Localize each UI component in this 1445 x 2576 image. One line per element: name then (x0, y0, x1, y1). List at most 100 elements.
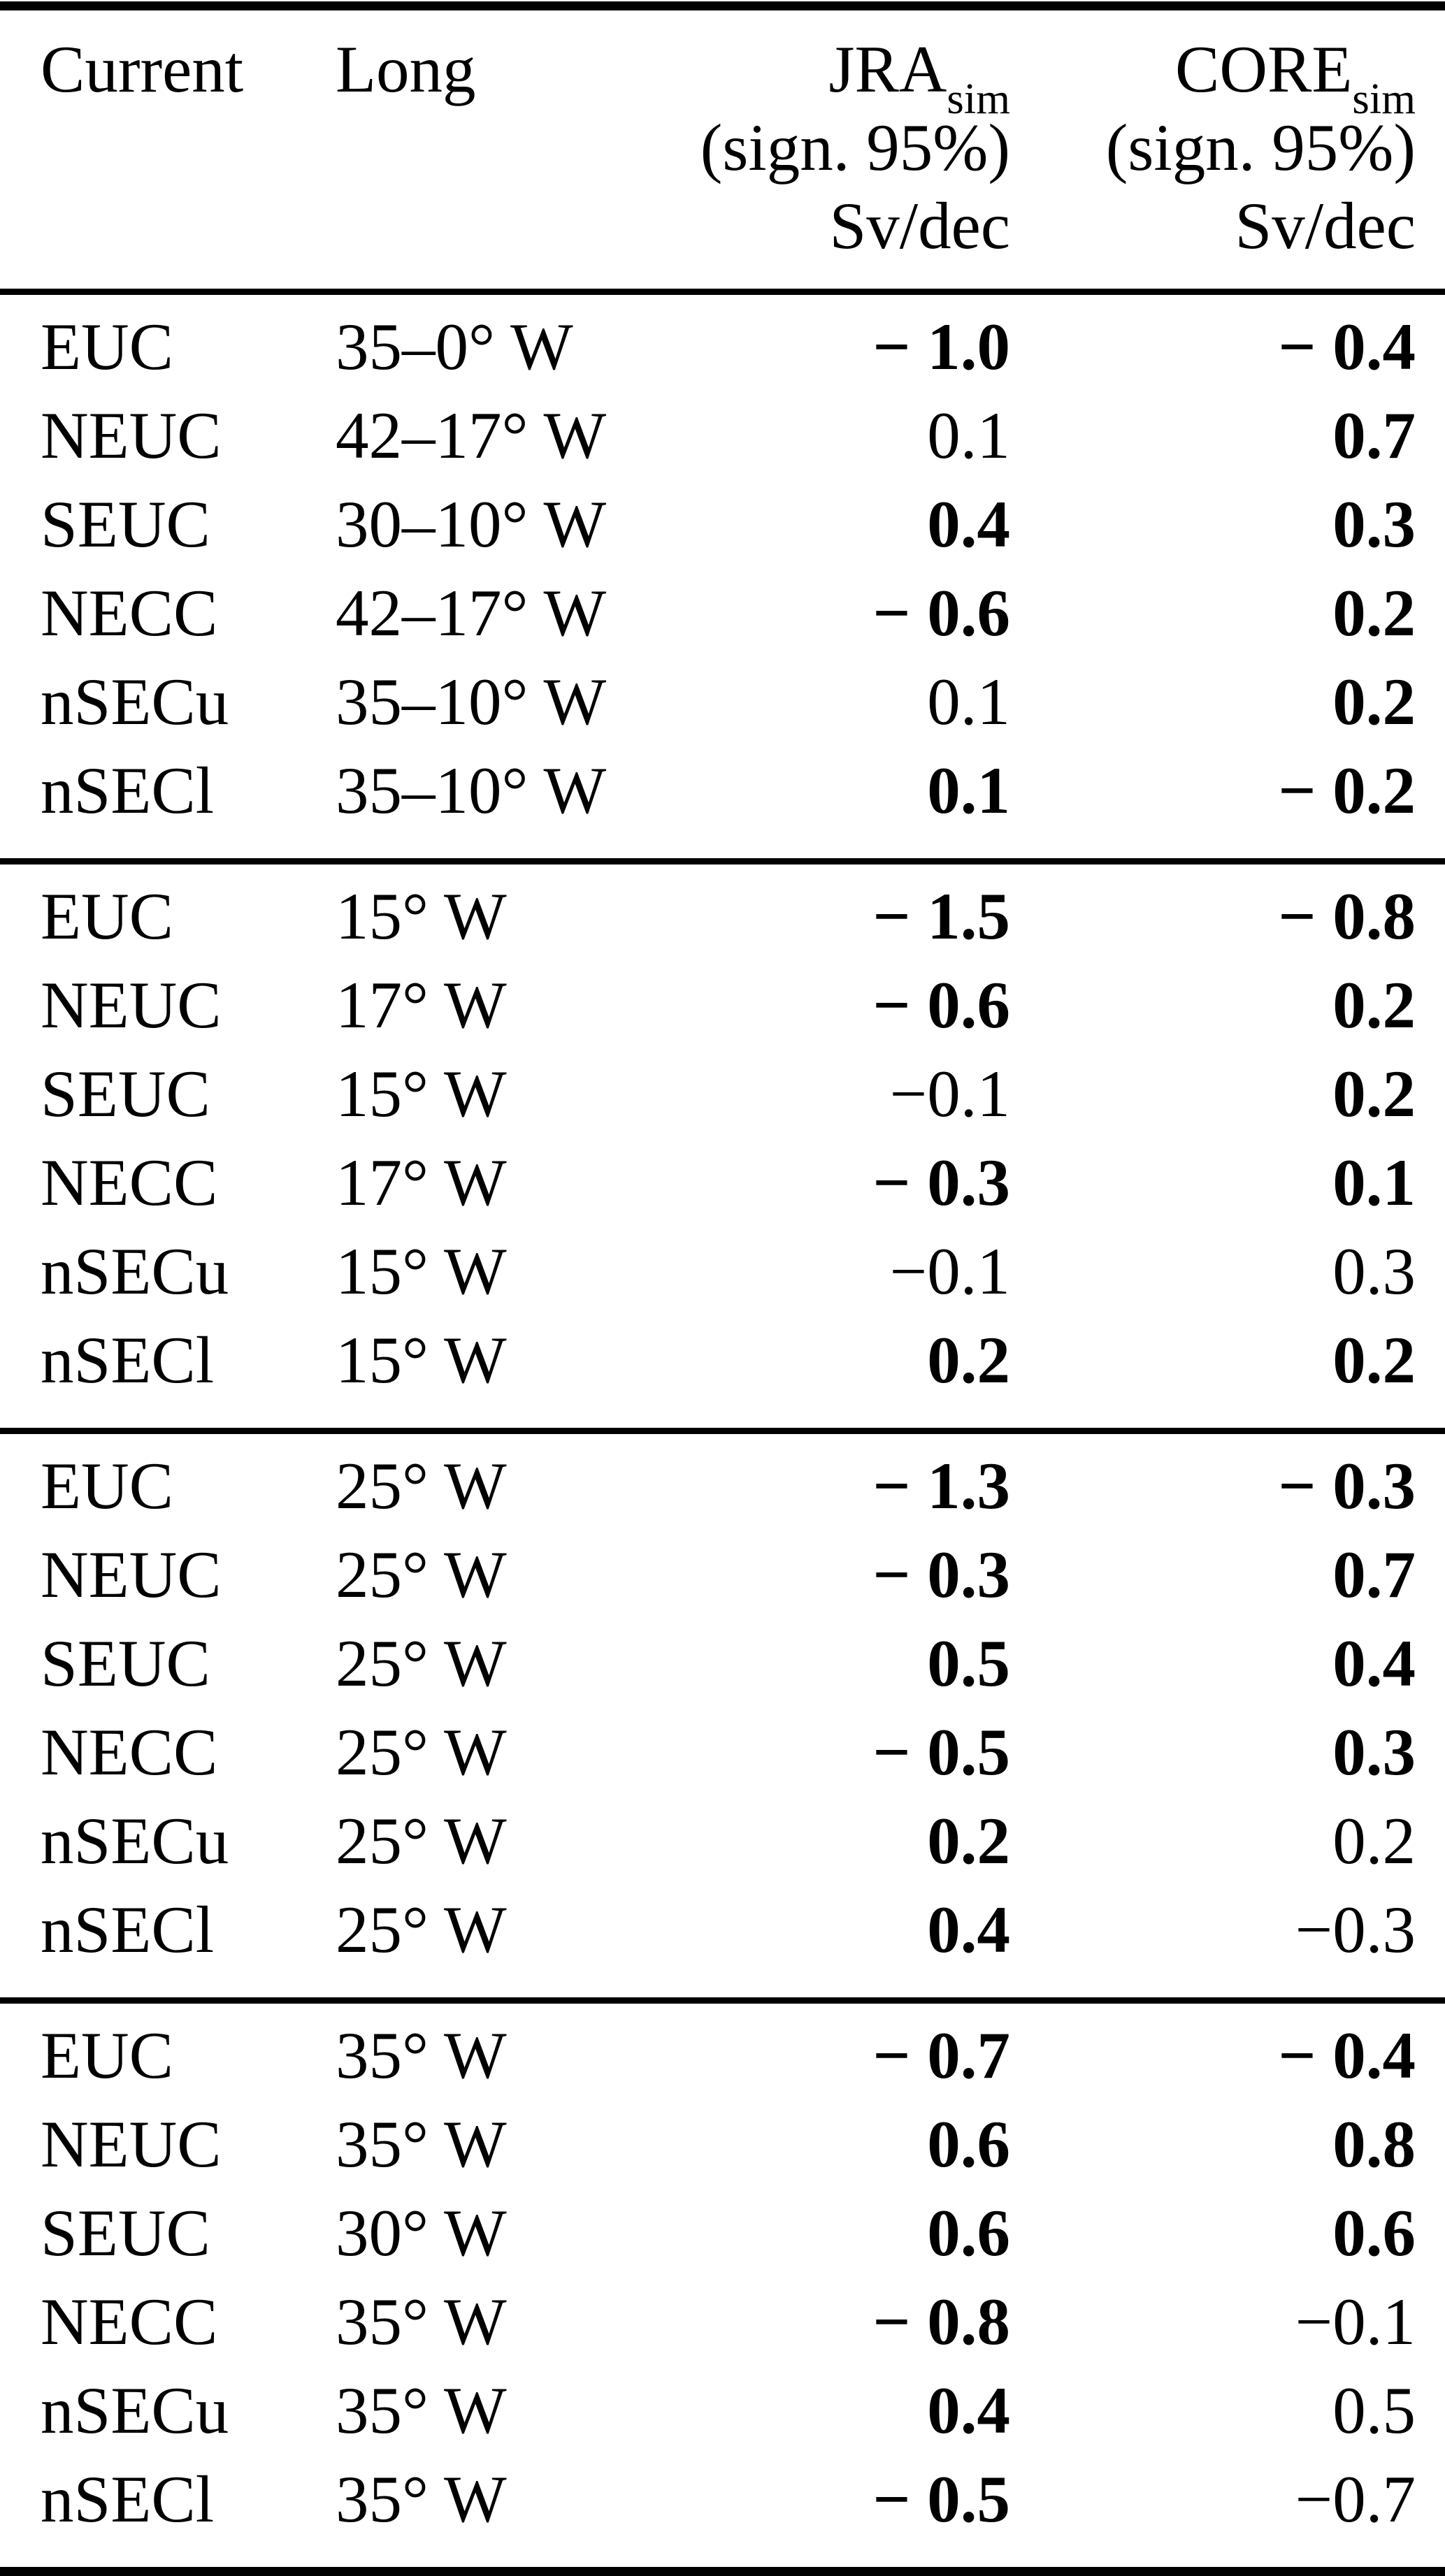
cell-core: 0.7 (1332, 1537, 1416, 1612)
cell-long: 25° W (336, 1626, 507, 1700)
cell-current: nSECu (41, 1234, 229, 1308)
table-row: nSECl 35–10° W 0.1 − 0.2 (0, 746, 1445, 862)
table-row: nSECl 15° W 0.2 0.2 (0, 1316, 1445, 1431)
cell-long: 15° W (336, 1323, 507, 1397)
cell-core: 0.5 (1332, 2373, 1416, 2447)
col-header-jra-significance: (sign. 95%) (700, 110, 1010, 184)
col-header-core-significance: (sign. 95%) (1105, 110, 1416, 184)
cell-jra: 0.2 (927, 1323, 1010, 1397)
table-row: NECC 25° W − 0.5 0.3 (0, 1708, 1445, 1797)
cell-core: 0.3 (1332, 1234, 1416, 1308)
cell-core: 0.2 (1332, 1057, 1416, 1131)
cell-current: NECC (41, 1145, 218, 1220)
col-header-jra: JRAsim (sign. 95%) Sv/dec (671, 6, 1021, 295)
cell-core: − 0.4 (1278, 310, 1416, 384)
cell-jra: − 1.0 (872, 310, 1010, 384)
cell-long: 25° W (336, 1715, 507, 1789)
cell-long: 25° W (336, 1537, 507, 1612)
cell-jra: − 0.5 (872, 1715, 1010, 1789)
cell-jra: 0.1 (927, 753, 1010, 827)
cell-long: 15° W (336, 879, 507, 953)
cell-core: 0.1 (1332, 1145, 1416, 1220)
cell-long: 35° W (336, 2107, 507, 2181)
cell-long: 17° W (336, 968, 507, 1042)
cell-core: 0.2 (1332, 1323, 1416, 1397)
cell-current: NEUC (41, 398, 222, 472)
cell-current: SEUC (41, 2196, 210, 2270)
table-row: NEUC 35° W 0.6 0.8 (0, 2100, 1445, 2189)
cell-jra: − 0.8 (872, 2285, 1010, 2359)
col-header-jra-subscript: sim (947, 74, 1010, 124)
table-row: SEUC 25° W 0.5 0.4 (0, 1619, 1445, 1708)
table-row: EUC 25° W − 1.3 − 0.3 (0, 1431, 1445, 1531)
cell-long: 15° W (336, 1234, 507, 1308)
table-row: EUC 35–0° W − 1.0 − 0.4 (0, 292, 1445, 392)
cell-jra: 0.1 (927, 665, 1010, 739)
cell-core: 0.3 (1332, 1715, 1416, 1789)
cell-current: nSECu (41, 1804, 229, 1878)
cell-jra: 0.4 (927, 1893, 1010, 1967)
cell-core: 0.8 (1332, 2107, 1416, 2181)
col-header-core-units: Sv/dec (1235, 189, 1416, 263)
cell-core: 0.2 (1332, 968, 1416, 1042)
cell-long: 42–17° W (336, 576, 607, 650)
cell-jra: − 0.3 (872, 1537, 1010, 1612)
cell-jra: − 1.3 (872, 1449, 1010, 1523)
table-row: EUC 35° W − 0.7 − 0.4 (0, 2001, 1445, 2101)
table-section: EUC 35–0° W − 1.0 − 0.4 NEUC 42–17° W 0.1 0.7 SE… (0, 292, 1445, 862)
cell-long: 15° W (336, 1057, 507, 1131)
cell-current: EUC (41, 879, 173, 953)
cell-jra: − 0.7 (872, 2018, 1010, 2092)
cell-core: 0.4 (1332, 1626, 1416, 1700)
table-row: NECC 42–17° W − 0.6 0.2 (0, 569, 1445, 658)
table-row: nSECu 25° W 0.2 0.2 (0, 1797, 1445, 1886)
cell-current: SEUC (41, 1626, 210, 1700)
cell-jra: 0.5 (927, 1626, 1010, 1700)
cell-jra: 0.1 (927, 398, 1010, 472)
cell-long: 35° W (336, 2285, 507, 2359)
cell-long: 17° W (336, 1145, 507, 1220)
cell-current: EUC (41, 310, 173, 384)
cell-long: 35° W (336, 2018, 507, 2092)
table-row: nSECu 15° W −0.1 0.3 (0, 1227, 1445, 1316)
cell-long: 30–10° W (336, 487, 607, 561)
col-header-core-title: COREsim (1175, 32, 1416, 124)
col-header-jra-title: JRAsim (828, 32, 1010, 124)
cell-current: nSECu (41, 665, 229, 739)
table-row: nSECu 35° W 0.4 0.5 (0, 2366, 1445, 2455)
table-row: nSECl 25° W 0.4 −0.3 (0, 1886, 1445, 2001)
table-row: nSECl 35° W − 0.5 −0.7 (0, 2455, 1445, 2572)
table-row: NEUC 42–17° W 0.1 0.7 (0, 391, 1445, 480)
cell-jra: 0.4 (927, 2373, 1010, 2447)
cell-core: − 0.2 (1278, 753, 1416, 827)
cell-core: −0.7 (1295, 2462, 1416, 2536)
cell-long: 35–10° W (336, 665, 607, 739)
cell-core: −0.3 (1295, 1893, 1416, 1967)
header-row: Current Long JRAsim (sign. 95%) Sv/dec C… (0, 6, 1445, 295)
table-row: NECC 35° W − 0.8 −0.1 (0, 2278, 1445, 2366)
cell-long: 25° W (336, 1893, 507, 1967)
cell-jra: − 0.6 (872, 968, 1010, 1042)
table-row: SEUC 15° W −0.1 0.2 (0, 1050, 1445, 1138)
cell-current: SEUC (41, 487, 210, 561)
table-row: EUC 15° W − 1.5 − 0.8 (0, 862, 1445, 962)
table-row: SEUC 30° W 0.6 0.6 (0, 2189, 1445, 2278)
table-row: NEUC 17° W − 0.6 0.2 (0, 961, 1445, 1050)
cell-current: nSECl (41, 1323, 215, 1397)
col-header-current: Current (0, 6, 322, 295)
cell-current: nSECl (41, 753, 215, 827)
cell-long: 42–17° W (336, 398, 607, 472)
cell-jra: − 0.6 (872, 576, 1010, 650)
cell-core: −0.1 (1295, 2285, 1416, 2359)
col-header-long-label: Long (336, 32, 476, 106)
cell-current: nSECl (41, 2462, 215, 2536)
col-header-current-label: Current (41, 32, 244, 106)
cell-long: 25° W (336, 1449, 507, 1523)
col-header-core: COREsim (sign. 95%) Sv/dec (1021, 6, 1445, 295)
cell-current: EUC (41, 2018, 173, 2092)
cell-jra: 0.6 (927, 2107, 1010, 2181)
cell-jra: −0.1 (889, 1234, 1010, 1308)
cell-current: NECC (41, 2285, 218, 2359)
table-row: nSECu 35–10° W 0.1 0.2 (0, 658, 1445, 746)
cell-jra: 0.4 (927, 487, 1010, 561)
